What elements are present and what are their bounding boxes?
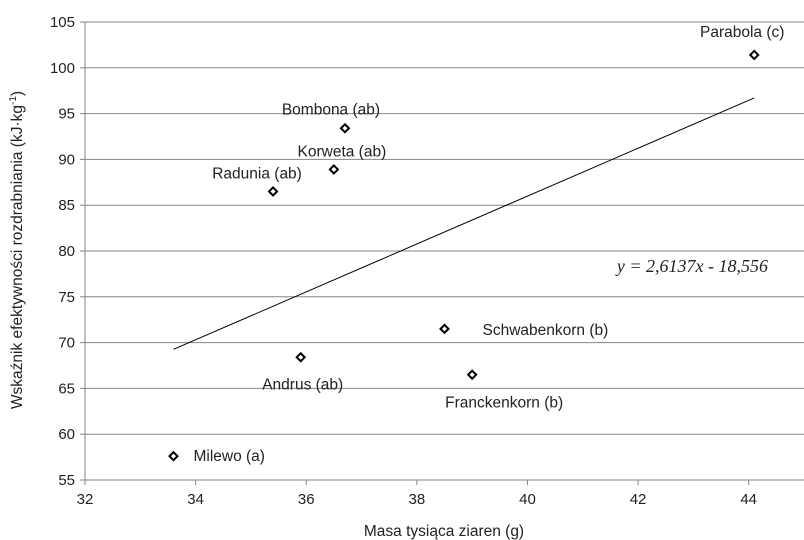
gridlines (85, 21, 804, 435)
data-point (267, 186, 279, 197)
point-label: Schwabenkorn (b) (483, 322, 609, 339)
x-tick-label: 42 (630, 491, 647, 508)
x-axis-ticks: 32 34 36 38 40 42 44 (77, 480, 757, 508)
x-tick-label: 34 (187, 491, 204, 508)
y-axis-title-sup: -1 (8, 96, 19, 105)
data-point (328, 164, 340, 175)
point-label: Franckenkorn (b) (445, 395, 563, 412)
point-label: Radunia (ab) (212, 165, 302, 182)
x-tick-label: 40 (519, 491, 536, 508)
y-axis-ticks: 55 60 65 70 75 80 85 90 95 100 105 (50, 14, 85, 489)
y-tick-label: 90 (58, 151, 75, 168)
x-tick-label: 38 (409, 491, 426, 508)
y-tick-label: 95 (58, 106, 75, 123)
x-axis-title: Masa tysiąca ziaren (g) (364, 523, 524, 540)
trendline-equation: y = 2,6137x - 18,556 (615, 256, 768, 276)
point-label: Korweta (ab) (298, 143, 387, 160)
data-points (168, 49, 760, 462)
y-tick-label: 65 (58, 380, 75, 397)
data-point (295, 351, 307, 363)
data-point (439, 323, 450, 335)
y-tick-label: 80 (58, 243, 75, 260)
x-tick-label: 32 (77, 491, 94, 508)
point-label: Milewo (a) (193, 448, 264, 465)
x-tick-label: 44 (740, 491, 757, 508)
trendline (173, 97, 755, 350)
point-label: Parabola (c) (700, 24, 784, 41)
y-tick-label: 75 (58, 289, 75, 306)
x-tick-label: 36 (298, 491, 315, 508)
y-tick-label: 70 (58, 335, 75, 352)
data-point (466, 369, 478, 381)
data-point (339, 122, 351, 134)
y-tick-label: 100 (50, 60, 75, 77)
y-axis-title-main: Wskaźnik efektywności rozdrabniania (kJ·… (9, 105, 26, 409)
y-axis-title-tail: ) (9, 91, 26, 96)
y-tick-label: 85 (58, 197, 75, 214)
point-label: Andrus (ab) (262, 376, 343, 393)
data-point (168, 450, 179, 462)
y-axis-title: Wskaźnik efektywności rozdrabniania (kJ·… (8, 91, 26, 409)
y-tick-label: 60 (58, 426, 75, 443)
point-labels: Milewo (a) Andrus (ab) Radunia (ab) Korweta… (193, 24, 784, 465)
y-tick-label: 55 (58, 472, 75, 489)
y-tick-label: 105 (50, 14, 75, 31)
data-point (748, 49, 760, 61)
point-label: Bombona (ab) (282, 101, 380, 118)
